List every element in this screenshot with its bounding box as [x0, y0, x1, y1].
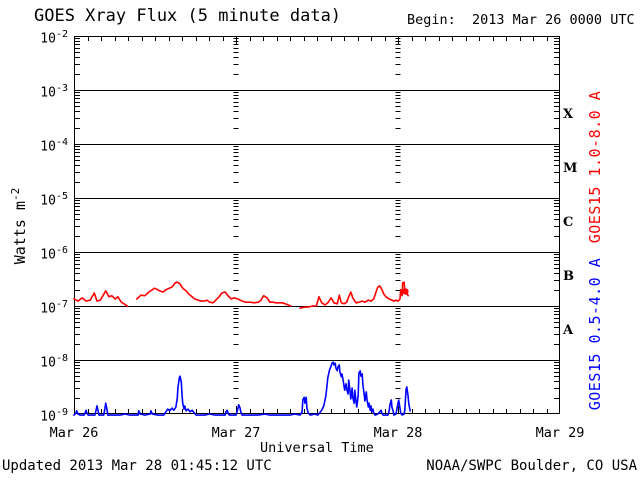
updated-timestamp: Updated 2013 Mar 28 01:45:12 UTC	[2, 458, 272, 474]
chart-title: GOES Xray Flux (5 minute data)	[34, 6, 342, 26]
x-tick-mar-26: Mar 26	[49, 425, 99, 441]
flare-class-m: M	[563, 161, 578, 176]
x-tick-mar-27: Mar 27	[211, 425, 261, 441]
y-tick-10e-5: 10-5	[40, 191, 68, 209]
flare-class-c: C	[563, 215, 574, 230]
flare-class-b: B	[563, 269, 574, 284]
series-short-channel	[73, 361, 411, 416]
series-long-channel	[136, 281, 292, 307]
y-tick-10e-7: 10-7	[40, 299, 68, 317]
series-label-short-channel: GOES15 0.5-4.0 A	[586, 257, 604, 411]
y-tick-10e-8: 10-8	[40, 353, 68, 371]
flare-class-a: A	[563, 323, 574, 338]
y-tick-10e-2: 10-2	[40, 29, 68, 47]
y-tick-10e-6: 10-6	[40, 245, 68, 263]
x-axis-title: Universal Time	[260, 440, 374, 456]
latest-value-marker	[402, 288, 409, 295]
y-axis-title-exponent: -2	[9, 187, 22, 202]
series-label-long-channel: GOES15 1.0-8.0 A	[586, 90, 604, 244]
begin-time-label: Begin: 2013 Mar 26 0000 UTC	[407, 12, 635, 28]
x-tick-mar-29: Mar 29	[535, 425, 585, 441]
flare-class-x: X	[563, 107, 574, 122]
y-tick-10e-3: 10-3	[40, 83, 68, 101]
y-axis-title: Watts m-2	[9, 171, 29, 281]
y-tick-10e-9: 10-9	[40, 407, 68, 425]
y-tick-10e-4: 10-4	[40, 137, 68, 155]
x-tick-mar-28: Mar 28	[373, 425, 423, 441]
source-attribution: NOAA/SWPC Boulder, CO USA	[426, 458, 637, 474]
series-long-channel	[299, 281, 409, 310]
series-long-channel	[73, 290, 129, 307]
